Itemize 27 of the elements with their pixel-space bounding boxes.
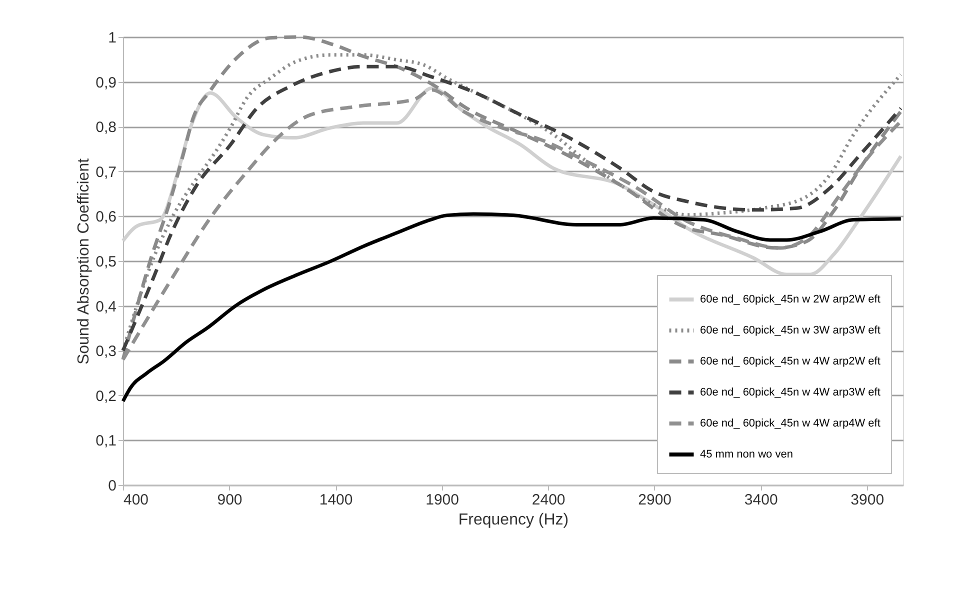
x-tick-label: 1900 bbox=[426, 492, 459, 508]
y-tick-label: 0,4 bbox=[96, 298, 116, 316]
y-tick-label: 0 bbox=[108, 478, 116, 494]
x-tick-label: 3900 bbox=[850, 492, 884, 508]
y-axis-title: Sound Absorption Coefficient bbox=[76, 158, 93, 365]
x-tick-label: 1400 bbox=[319, 492, 353, 508]
y-tick-label: 0,5 bbox=[96, 254, 116, 270]
legend-label: 60e nd_ 60pick_45n w 4W arp3W eft bbox=[700, 386, 880, 398]
y-tick-label: 0,6 bbox=[96, 208, 116, 226]
y-tick-label: 1 bbox=[108, 30, 116, 46]
legend-label: 60e nd_ 60pick_45n w 4W arp2W eft bbox=[700, 356, 880, 368]
x-axis-title: Frequency (Hz) bbox=[458, 512, 569, 528]
x-tick-label: 400 bbox=[124, 492, 149, 508]
x-tick-label: 2400 bbox=[532, 492, 566, 508]
legend-label: 60e nd_ 60pick_45n w 3W arp3W eft bbox=[700, 324, 880, 336]
x-tick-label: 2900 bbox=[638, 492, 672, 508]
x-tick-label: 900 bbox=[217, 492, 242, 508]
y-tick-label: 0,2 bbox=[96, 388, 116, 405]
y-tick-label: 0,3 bbox=[96, 343, 116, 360]
y-tick-label: 0,9 bbox=[96, 74, 116, 92]
legend-label: 60e nd_ 60pick_45n w 2W arp2W eft bbox=[700, 294, 880, 306]
legend-label: 45 mm non wo ven bbox=[700, 448, 793, 460]
legend-label: 60e nd_ 60pick_45n w 4W arp4W eft bbox=[700, 418, 880, 430]
x-tick-label: 3400 bbox=[744, 492, 778, 508]
y-tick-label: 0,1 bbox=[96, 432, 116, 450]
y-tick-label: 0,8 bbox=[96, 119, 116, 136]
y-tick-label: 0,7 bbox=[96, 164, 116, 181]
